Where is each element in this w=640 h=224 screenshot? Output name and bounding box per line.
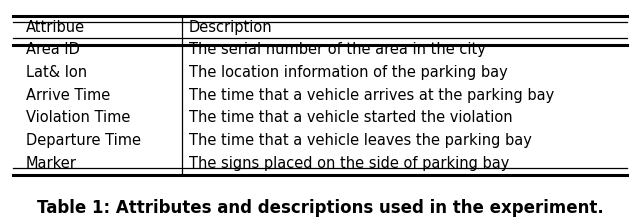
Text: The serial number of the area in the city: The serial number of the area in the cit… (189, 42, 486, 57)
Text: The time that a vehicle started the violation: The time that a vehicle started the viol… (189, 110, 513, 125)
Text: Description: Description (189, 19, 273, 34)
Text: Table 1: Attributes and descriptions used in the experiment.: Table 1: Attributes and descriptions use… (36, 199, 604, 217)
Text: The time that a vehicle arrives at the parking bay: The time that a vehicle arrives at the p… (189, 88, 554, 103)
Text: Lat& lon: Lat& lon (26, 65, 87, 80)
Text: Arrive Time: Arrive Time (26, 88, 110, 103)
Text: The location information of the parking bay: The location information of the parking … (189, 65, 508, 80)
Text: Marker: Marker (26, 156, 76, 171)
Text: Area ID: Area ID (26, 42, 79, 57)
Text: Violation Time: Violation Time (26, 110, 130, 125)
Text: The signs placed on the side of parking bay: The signs placed on the side of parking … (189, 156, 509, 171)
Text: The time that a vehicle leaves the parking bay: The time that a vehicle leaves the parki… (189, 133, 532, 148)
Text: Departure Time: Departure Time (26, 133, 141, 148)
Text: Attribue: Attribue (26, 19, 84, 34)
